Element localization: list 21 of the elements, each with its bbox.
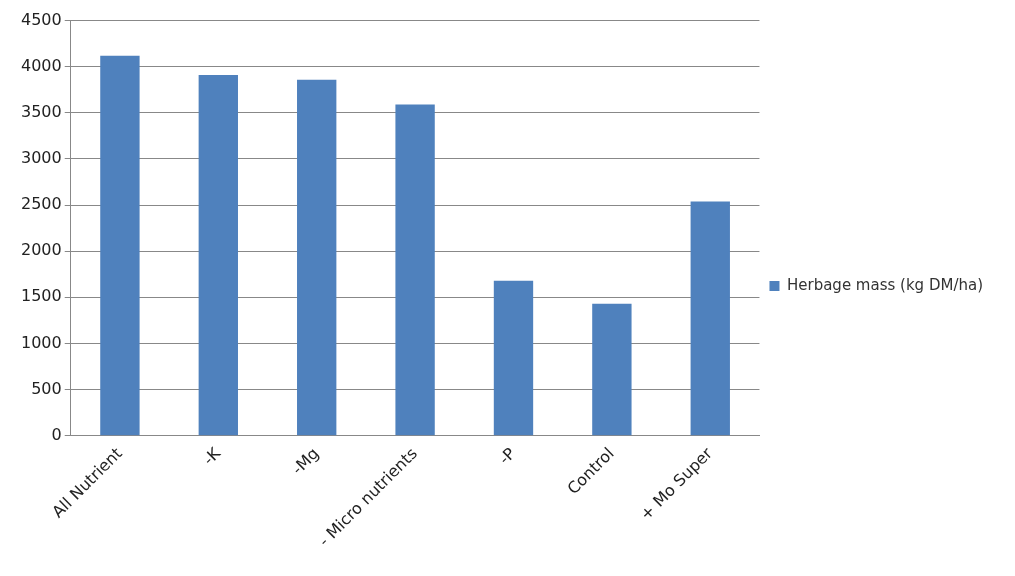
bar (297, 79, 337, 436)
y-tick-label: 3500 (21, 101, 62, 121)
x-tick-label: -Mg (288, 443, 323, 479)
y-tick-label: 4000 (21, 55, 62, 75)
bar (100, 55, 140, 436)
y-tick-label: 500 (31, 378, 62, 398)
y-tick-label: 2500 (21, 194, 62, 214)
y-tick-label: 2000 (21, 240, 62, 260)
y-tick-label: 1000 (21, 332, 62, 352)
legend-label: Herbage mass (kg DM/ha) (786, 275, 984, 294)
x-tick-label: -P (494, 443, 520, 469)
x-tick-label: -K (199, 443, 225, 469)
y-tick-label: 4500 (21, 9, 62, 29)
y-tick-label: 1500 (21, 286, 62, 306)
y-tick-label: 0 (51, 424, 62, 444)
bar (198, 75, 238, 436)
y-tick-label: 3000 (21, 148, 62, 168)
bar (690, 201, 730, 436)
bar (493, 280, 534, 436)
bar (592, 303, 632, 436)
bar (395, 104, 435, 436)
